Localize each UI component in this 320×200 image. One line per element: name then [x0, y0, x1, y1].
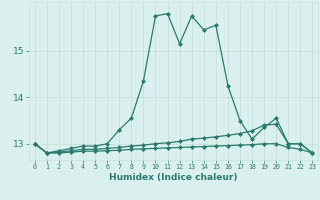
X-axis label: Humidex (Indice chaleur): Humidex (Indice chaleur) [109, 173, 238, 182]
